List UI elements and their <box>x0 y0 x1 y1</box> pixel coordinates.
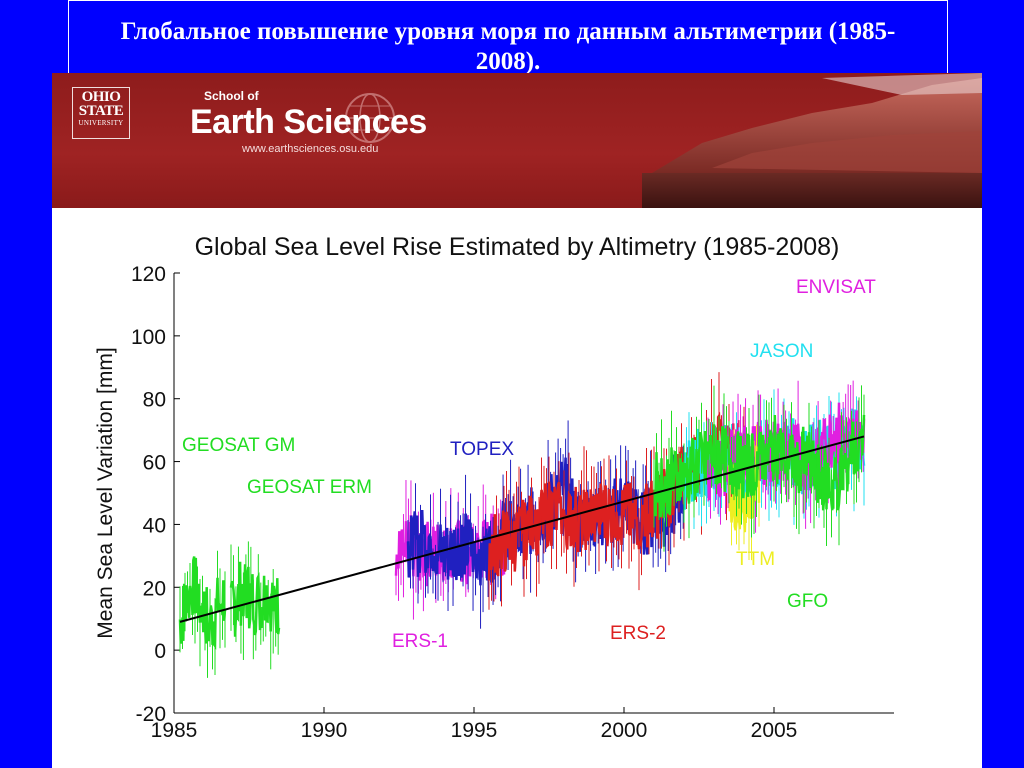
legend-label: ENVISAT <box>796 277 876 298</box>
osu-logo-line1: OHIO <box>81 89 121 105</box>
slide-title: Глобальное повышение уровня моря по данн… <box>120 17 896 75</box>
trend-line <box>179 435 865 623</box>
y-axis-label: Mean Sea Level Variation [mm] <box>94 347 117 638</box>
series-line <box>653 414 866 518</box>
slide-title-box: Глобальное повышение уровня моря по данн… <box>68 0 948 93</box>
y-tick-label: 20 <box>143 577 166 600</box>
globe-icon <box>345 93 395 143</box>
sea-level-chart: -20 0 20 40 60 80 100 120 1985 1990 1995 2000 2005 Me… <box>94 263 894 742</box>
osu-logo-line3: UNIVERSITY <box>78 119 124 127</box>
y-tick-label: -20 <box>136 703 166 726</box>
legend-label: JASON <box>750 341 813 362</box>
figure-panel: OHIO STATE UNIVERSITY School of Earth Sc… <box>52 73 982 768</box>
y-tick-label: 40 <box>143 514 166 537</box>
x-tick-label: 1995 <box>451 719 498 742</box>
y-tick-label: 60 <box>143 452 166 475</box>
y-tick-label: 80 <box>143 389 166 412</box>
legend-label: GEOSAT ERM <box>247 477 372 498</box>
school-name: Earth Sciences <box>190 103 427 141</box>
school-of-label: School of <box>204 89 259 103</box>
x-tick-label: 1985 <box>151 719 198 742</box>
legend-label: TTM <box>736 549 775 570</box>
chart-title: Global Sea Level Rise Estimated by Altim… <box>194 233 840 261</box>
x-tick-label: 2005 <box>751 719 798 742</box>
x-tick-label: 1990 <box>301 719 348 742</box>
school-url: www.earthsciences.osu.edu <box>242 143 379 155</box>
legend-label: ERS-2 <box>610 623 666 644</box>
school-banner: OHIO STATE UNIVERSITY School of Earth Sc… <box>52 73 982 208</box>
osu-logo: OHIO STATE UNIVERSITY <box>72 87 130 139</box>
legend-label: GFO <box>787 591 828 612</box>
y-tick-label: 100 <box>131 326 166 349</box>
series-line <box>178 556 227 650</box>
y-tick-label: 120 <box>131 263 166 286</box>
legend-label: TOPEX <box>450 439 514 460</box>
x-tick-label: 2000 <box>601 719 648 742</box>
legend-label: ERS-1 <box>392 631 448 652</box>
legend-label: GEOSAT GM <box>182 435 295 456</box>
osu-logo-line2: STATE <box>78 103 124 119</box>
series-line <box>229 561 281 637</box>
y-tick-label: 0 <box>154 640 166 663</box>
banner-landscape <box>345 73 982 208</box>
